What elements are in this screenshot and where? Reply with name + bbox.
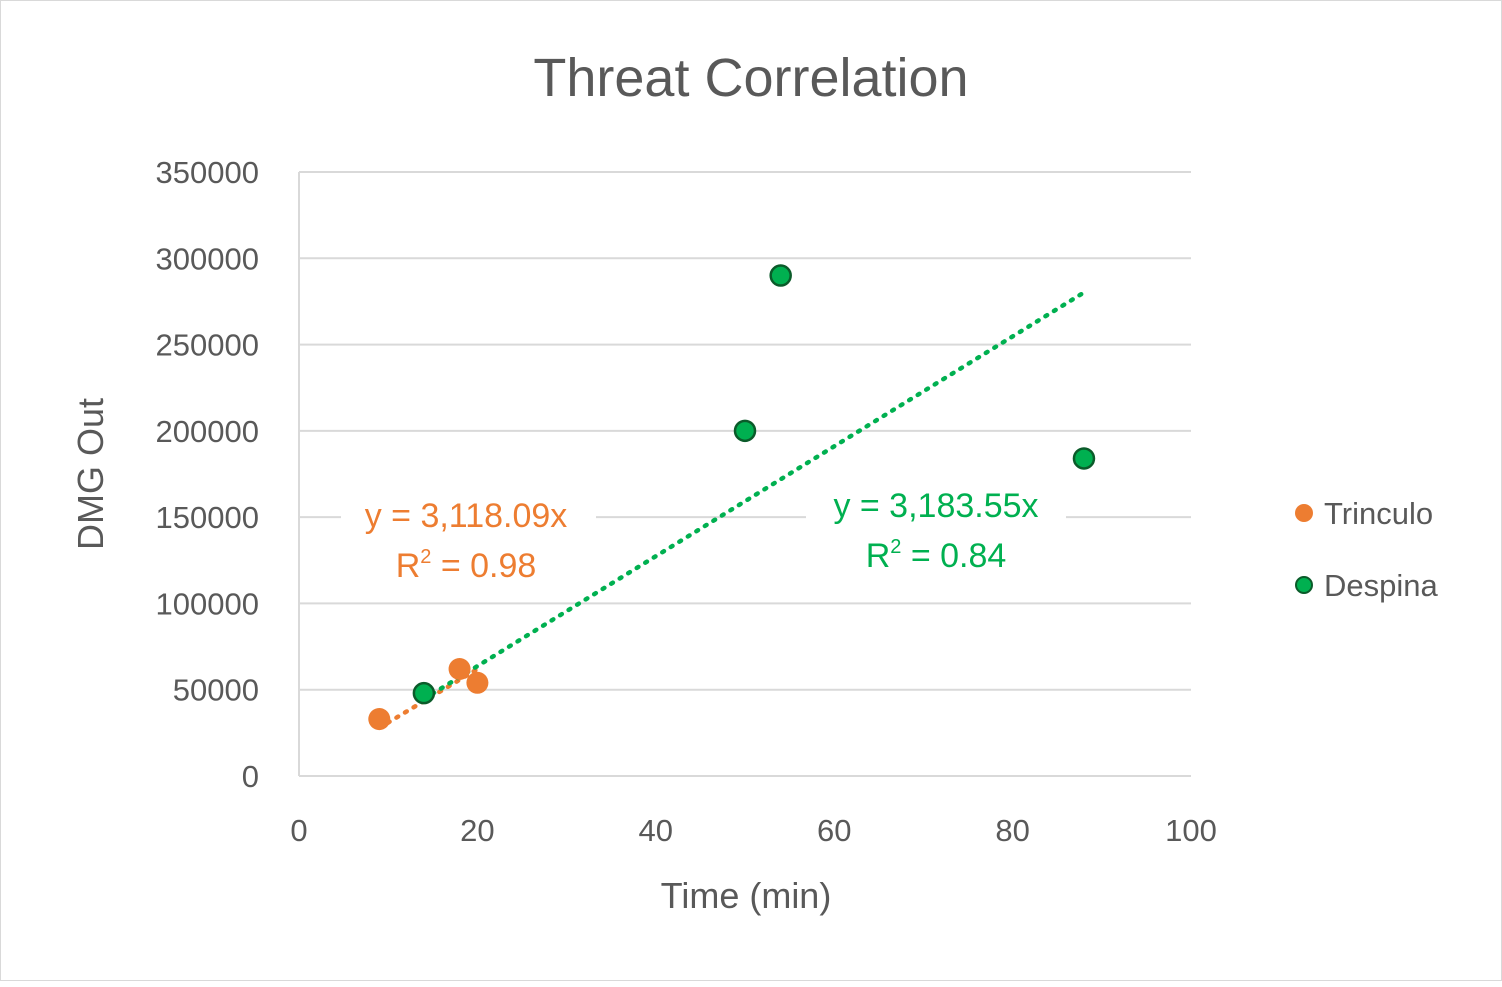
y-axis-title: DMG Out <box>70 398 111 550</box>
trinculo-r-value: = 0.98 <box>431 547 536 585</box>
x-tick-label: 60 <box>817 813 851 848</box>
despina-point <box>1072 447 1096 470</box>
legend-marker-trinculo <box>1295 504 1313 522</box>
y-tick-label: 100000 <box>156 586 259 621</box>
despina-trendline <box>421 290 1087 702</box>
data-points <box>368 264 1096 731</box>
despina-equation-background <box>806 479 1066 579</box>
trinculo-r-exponent: 2 <box>420 546 431 568</box>
despina-r-squared: R2 = 0.84 <box>866 536 1007 575</box>
x-axis-title: Time (min) <box>661 875 832 916</box>
legend-label-despina: Despina <box>1324 568 1438 603</box>
x-tick-label: 20 <box>460 813 494 848</box>
despina-point <box>412 681 436 705</box>
trinculo-r-squared: R2 = 0.98 <box>396 546 537 585</box>
y-tick-label: 50000 <box>173 673 259 708</box>
x-tick-label: 100 <box>1165 813 1217 848</box>
despina-equation: y = 3,183.55x <box>833 487 1038 525</box>
despina-point <box>733 419 757 443</box>
despina-r-exponent: 2 <box>890 536 901 558</box>
y-axis-ticks: 0 50000 100000 150000 200000 250000 300000 3500… <box>156 155 259 794</box>
x-tick-label: 0 <box>290 813 307 848</box>
despina-point <box>769 264 792 287</box>
x-tick-label: 40 <box>639 813 673 848</box>
gridlines <box>298 171 1191 777</box>
x-axis-ticks: 0 20 40 60 80 100 <box>290 813 1216 848</box>
y-tick-label: 200000 <box>156 414 259 449</box>
trinculo-r-label: R <box>396 547 421 585</box>
x-tick-label: 80 <box>995 813 1029 848</box>
trinculo-point <box>368 708 391 731</box>
trinculo-point <box>466 671 489 694</box>
y-tick-label: 300000 <box>156 241 259 276</box>
y-tick-label: 350000 <box>156 155 259 190</box>
despina-r-value: = 0.84 <box>901 537 1006 575</box>
trinculo-trendline <box>377 666 480 731</box>
trendlines <box>377 290 1087 731</box>
despina-r-label: R <box>866 537 891 575</box>
y-tick-label: 0 <box>242 759 259 794</box>
y-tick-label: 250000 <box>156 328 259 363</box>
trinculo-equation-background <box>341 489 596 589</box>
legend-label-trinculo: Trinculo <box>1324 496 1433 531</box>
trinculo-point <box>448 658 471 681</box>
chart-title: Threat Correlation <box>533 48 968 108</box>
legend-marker-despina <box>1295 576 1313 594</box>
trinculo-equation: y = 3,118.09x <box>365 497 568 535</box>
legend: Trinculo Despina <box>1295 496 1438 603</box>
y-tick-label: 150000 <box>156 500 259 535</box>
